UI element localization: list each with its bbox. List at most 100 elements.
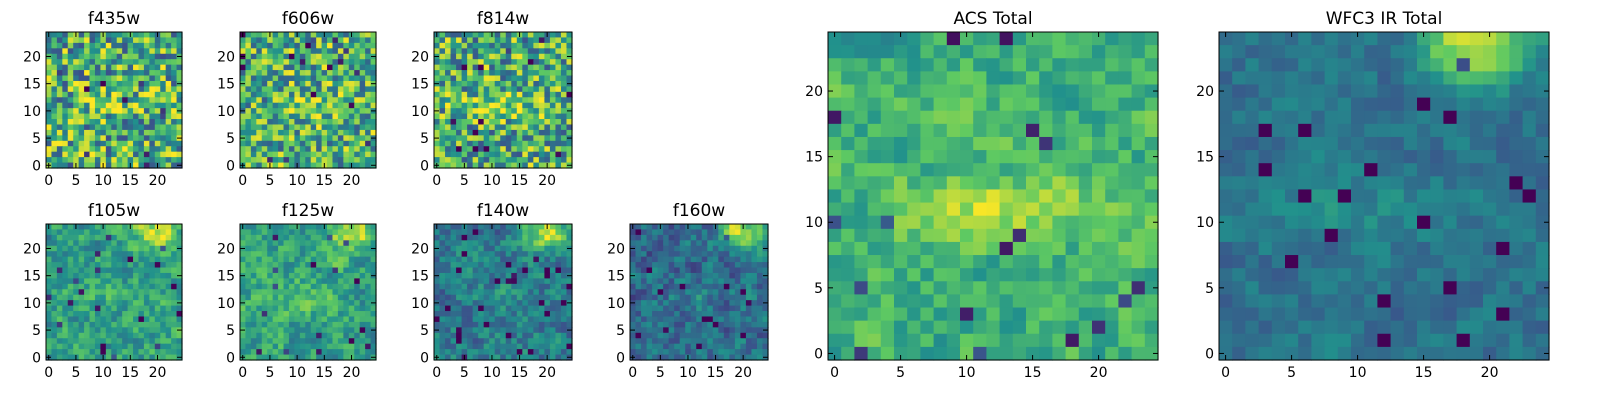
heatmap-cell bbox=[261, 146, 268, 153]
heatmap-cell bbox=[505, 278, 512, 285]
heatmap-cell bbox=[986, 110, 1001, 125]
heatmap-cell bbox=[51, 108, 58, 115]
heatmap-cell bbox=[294, 108, 301, 115]
heatmap-cell bbox=[745, 316, 753, 323]
heatmap-cell bbox=[327, 311, 334, 318]
heatmap-cell bbox=[272, 124, 279, 131]
heatmap-cell bbox=[434, 151, 441, 158]
heatmap-cell bbox=[316, 338, 323, 345]
heatmap-cell bbox=[299, 343, 306, 350]
heatmap-cell bbox=[327, 224, 334, 231]
heatmap-cell bbox=[365, 278, 372, 285]
heatmap-cell bbox=[472, 135, 479, 142]
heatmap-cell bbox=[511, 108, 518, 115]
heatmap-cell bbox=[321, 245, 328, 252]
heatmap-cell bbox=[841, 32, 855, 46]
heatmap-cell bbox=[740, 316, 747, 323]
heatmap-cell bbox=[133, 354, 140, 361]
heatmap-cell bbox=[456, 245, 463, 252]
heatmap-cell bbox=[316, 32, 323, 39]
heatmap-cell bbox=[343, 343, 350, 350]
heatmap-cell bbox=[472, 332, 479, 339]
heatmap-cell bbox=[332, 97, 339, 104]
heatmap-cell bbox=[283, 349, 290, 356]
heatmap-cell bbox=[478, 135, 485, 142]
heatmap-cell bbox=[354, 349, 361, 356]
heatmap-cell bbox=[278, 80, 285, 87]
heatmap-cell bbox=[278, 146, 285, 153]
heatmap-cell bbox=[478, 91, 485, 98]
x-tick-label: 10 bbox=[679, 365, 697, 381]
heatmap-cell bbox=[143, 229, 150, 236]
heatmap-cell bbox=[461, 135, 468, 142]
heatmap-cell bbox=[316, 80, 323, 87]
heatmap-cell bbox=[1144, 71, 1159, 86]
heatmap-cell bbox=[483, 278, 490, 285]
heatmap-cell bbox=[696, 256, 703, 263]
heatmap-cell bbox=[461, 311, 468, 318]
heatmap-cell bbox=[73, 124, 80, 131]
heatmap-cell bbox=[245, 113, 252, 120]
heatmap-cell bbox=[359, 80, 366, 87]
heatmap-cell bbox=[549, 349, 557, 356]
heatmap-cell bbox=[171, 124, 178, 131]
heatmap-cell bbox=[272, 75, 279, 82]
heatmap-cell bbox=[723, 240, 730, 247]
heatmap-cell bbox=[288, 349, 295, 356]
heatmap-cell bbox=[674, 278, 681, 285]
heatmap-cell bbox=[566, 338, 573, 345]
heatmap-cell bbox=[283, 135, 290, 142]
heatmap-cell bbox=[555, 332, 562, 339]
heatmap-cell bbox=[84, 240, 91, 247]
heatmap-cell bbox=[516, 327, 523, 334]
heatmap-cell bbox=[549, 224, 557, 231]
heatmap-cell bbox=[127, 53, 134, 60]
heatmap-cell bbox=[999, 110, 1014, 125]
heatmap-cell bbox=[294, 37, 301, 44]
heatmap-cell bbox=[100, 311, 107, 318]
heatmap-cell bbox=[332, 135, 339, 142]
heatmap-cell bbox=[445, 48, 452, 55]
heatmap-cell bbox=[46, 129, 53, 136]
heatmap-cell bbox=[867, 58, 882, 72]
heatmap-cell bbox=[354, 229, 361, 236]
heatmap-cell bbox=[310, 272, 317, 279]
heatmap-cell bbox=[494, 102, 501, 109]
heatmap-cell bbox=[511, 97, 518, 104]
heatmap-cell bbox=[668, 224, 675, 231]
heatmap-cell bbox=[999, 215, 1014, 230]
heatmap-cell bbox=[343, 97, 350, 104]
heatmap-cell bbox=[51, 146, 58, 153]
heatmap-cell bbox=[305, 338, 312, 345]
heatmap-cell bbox=[84, 283, 91, 290]
heatmap-cell bbox=[84, 272, 91, 279]
heatmap-cell bbox=[489, 157, 496, 164]
heatmap-cell bbox=[327, 262, 334, 269]
heatmap-cell bbox=[483, 327, 490, 334]
heatmap-cell bbox=[450, 289, 457, 296]
heatmap-cell bbox=[560, 343, 568, 350]
heatmap-cell bbox=[51, 256, 58, 263]
heatmap-cell bbox=[165, 283, 172, 290]
heatmap-cell bbox=[445, 311, 452, 318]
heatmap-cell bbox=[133, 327, 140, 334]
heatmap-cell bbox=[294, 256, 301, 263]
heatmap-cell bbox=[483, 300, 490, 307]
heatmap-cell bbox=[668, 332, 675, 339]
heatmap-cell bbox=[245, 162, 252, 169]
heatmap-cell bbox=[472, 283, 479, 290]
heatmap-cell bbox=[78, 327, 85, 334]
heatmap-cell bbox=[478, 289, 485, 296]
heatmap-cell bbox=[294, 311, 301, 318]
heatmap-cell bbox=[89, 140, 96, 147]
heatmap-cell bbox=[434, 305, 441, 312]
heatmap-cell bbox=[176, 289, 183, 296]
heatmap-cell bbox=[245, 240, 252, 247]
heatmap-cell bbox=[718, 251, 725, 258]
heatmap-cell bbox=[522, 135, 529, 142]
heatmap-cell bbox=[445, 343, 452, 350]
heatmap-cell bbox=[505, 70, 512, 77]
y-tick-label: 15 bbox=[411, 77, 429, 93]
heatmap-cell bbox=[960, 136, 974, 151]
heatmap-cell bbox=[483, 162, 490, 169]
